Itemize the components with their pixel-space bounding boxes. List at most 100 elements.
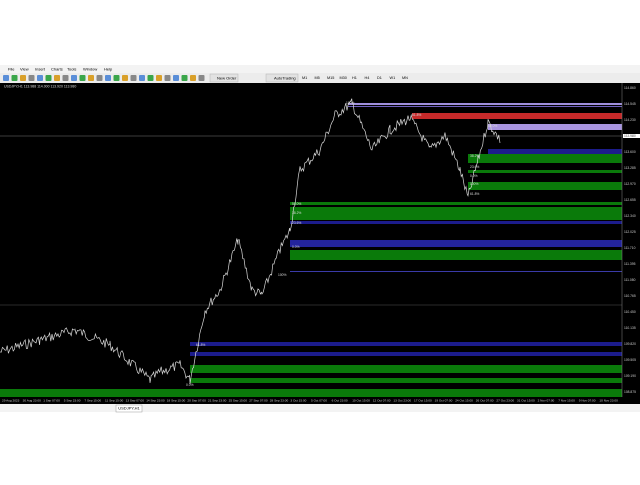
zones [0, 103, 623, 397]
price-label: 110.135 [624, 326, 636, 330]
new-order-label[interactable]: New Order [217, 75, 237, 80]
level-label: 23.6% [470, 165, 479, 169]
toolbar-icon[interactable] [198, 75, 205, 81]
toolbar-icon[interactable] [28, 75, 35, 81]
time-label: 17 Oct 15:00 [414, 398, 432, 402]
toolbar-icon[interactable] [54, 75, 60, 81]
time-label: 18 Sep 15:00 [167, 398, 186, 402]
toolbar-icon[interactable] [113, 75, 120, 81]
time-label: 5 Oct 07:00 [311, 398, 327, 402]
menu-item[interactable]: File [8, 66, 15, 71]
time-label: 19 Oct 07:00 [435, 398, 453, 402]
level-label: 0.0% [292, 245, 300, 249]
price-label: 109.505 [624, 358, 636, 362]
time-label: 30 Aug 23:00 [23, 398, 42, 402]
time-label: 20 Sep 07:00 [187, 398, 206, 402]
time-label: 27 Sep 07:00 [249, 398, 268, 402]
time-label: 10 Nov 23:00 [599, 398, 618, 402]
current-price-box [623, 134, 640, 138]
time-label: 27 Oct 23:00 [496, 398, 514, 402]
autotrading-label[interactable]: AutoTrading [274, 75, 296, 80]
menu-item[interactable]: Insert [35, 66, 46, 71]
menu-item[interactable]: Help [104, 66, 113, 71]
toolbar-icon[interactable] [190, 75, 196, 81]
toolbar-icon[interactable] [181, 75, 188, 81]
timeframe-button[interactable]: MN [402, 76, 408, 80]
price-label: 108.875 [624, 390, 636, 394]
price-label: 113.600 [624, 150, 636, 154]
toolbar-icon[interactable] [11, 75, 18, 81]
toolbar-icon[interactable] [71, 75, 77, 81]
time-label: 6 Oct 23:00 [332, 398, 348, 402]
level-label: 0.0% [186, 383, 194, 387]
price-label: 112.970 [624, 182, 636, 186]
toolbar-icon[interactable] [173, 75, 179, 81]
time-label: 26 Oct 07:00 [476, 398, 494, 402]
toolbar-icon[interactable] [139, 75, 145, 81]
toolbar [0, 73, 640, 83]
time-label: 5 Sep 23:00 [64, 398, 81, 402]
toolbar-icon[interactable] [3, 75, 9, 81]
time-label: 29 Aug 2023 [2, 398, 20, 402]
level-label: 100% [278, 273, 287, 277]
toolbar-icon[interactable] [96, 75, 103, 81]
timeframe-button[interactable]: M15 [327, 76, 334, 80]
time-label: 1 Sep 07:00 [43, 398, 60, 402]
price-label: 109.820 [624, 342, 636, 346]
time-label: 7 Sep 15:00 [84, 398, 101, 402]
timeframe-button[interactable]: M5 [315, 76, 320, 80]
level-label: 61.8% [196, 343, 205, 347]
toolbar-icon[interactable] [105, 75, 111, 81]
toolbar-icon[interactable] [88, 75, 94, 81]
toolbar-icon[interactable] [37, 75, 43, 81]
level-label: 50.0% [292, 202, 301, 206]
level-label: 61.8% [412, 113, 421, 117]
price-label: 110.450 [624, 310, 636, 314]
chart-header: USDJPY,H1 113.988 114.000 113.920 113.98… [4, 84, 76, 88]
menu-item[interactable]: View [20, 66, 29, 71]
tab-bar [0, 404, 640, 412]
price-label: 111.080 [624, 278, 636, 282]
price-axis [622, 83, 640, 397]
menu-item[interactable]: Charts [51, 66, 63, 71]
toolbar-icon[interactable] [147, 75, 154, 81]
toolbar-icon[interactable] [156, 75, 162, 81]
current-price: 113.980 [624, 134, 636, 138]
price-label: 114.545 [624, 102, 636, 106]
autotrading-button[interactable] [265, 73, 299, 83]
time-label: 14 Sep 23:00 [146, 398, 165, 402]
toolbar-icon[interactable] [164, 75, 171, 81]
timeframe-button[interactable]: W1 [390, 76, 396, 80]
timeframe-button[interactable]: M30 [340, 76, 347, 80]
timeframe-button[interactable]: H4 [365, 76, 370, 80]
tab-label[interactable]: USDJPY,H1 [118, 406, 140, 411]
new-order-button[interactable] [209, 73, 239, 83]
chart-tab[interactable] [115, 404, 143, 413]
level-label: 23.6% [292, 221, 301, 225]
time-label: 11 Sep 15:00 [105, 398, 123, 402]
menu-item[interactable]: Window [83, 66, 97, 71]
timeframe-button[interactable]: H1 [352, 76, 357, 80]
toolbar-icon[interactable] [122, 75, 128, 81]
menu-item[interactable]: Tools [67, 66, 76, 71]
price-label: 110.765 [624, 294, 636, 298]
price-label: 112.655 [624, 198, 636, 202]
level-label: 100% [346, 101, 355, 105]
time-label: 13 Oct 23:00 [393, 398, 411, 402]
price-label: 114.230 [624, 118, 636, 122]
timeframe-button[interactable]: D1 [377, 76, 382, 80]
price-label: 112.340 [624, 214, 636, 218]
level-label: 38.2% [470, 154, 479, 158]
toolbar-icon[interactable] [45, 75, 52, 81]
time-label: 13 Sep 07:00 [126, 398, 145, 402]
toolbar-icon[interactable] [20, 75, 26, 81]
toolbar-icon[interactable] [79, 75, 86, 81]
timeframe-button[interactable]: M1 [302, 76, 307, 80]
level-label: 50.0% [488, 124, 497, 128]
level-label: 0.0% [470, 174, 478, 178]
price-label: 113.285 [624, 166, 636, 170]
toolbar-icon[interactable] [62, 75, 69, 81]
toolbar-icon[interactable] [130, 75, 137, 81]
